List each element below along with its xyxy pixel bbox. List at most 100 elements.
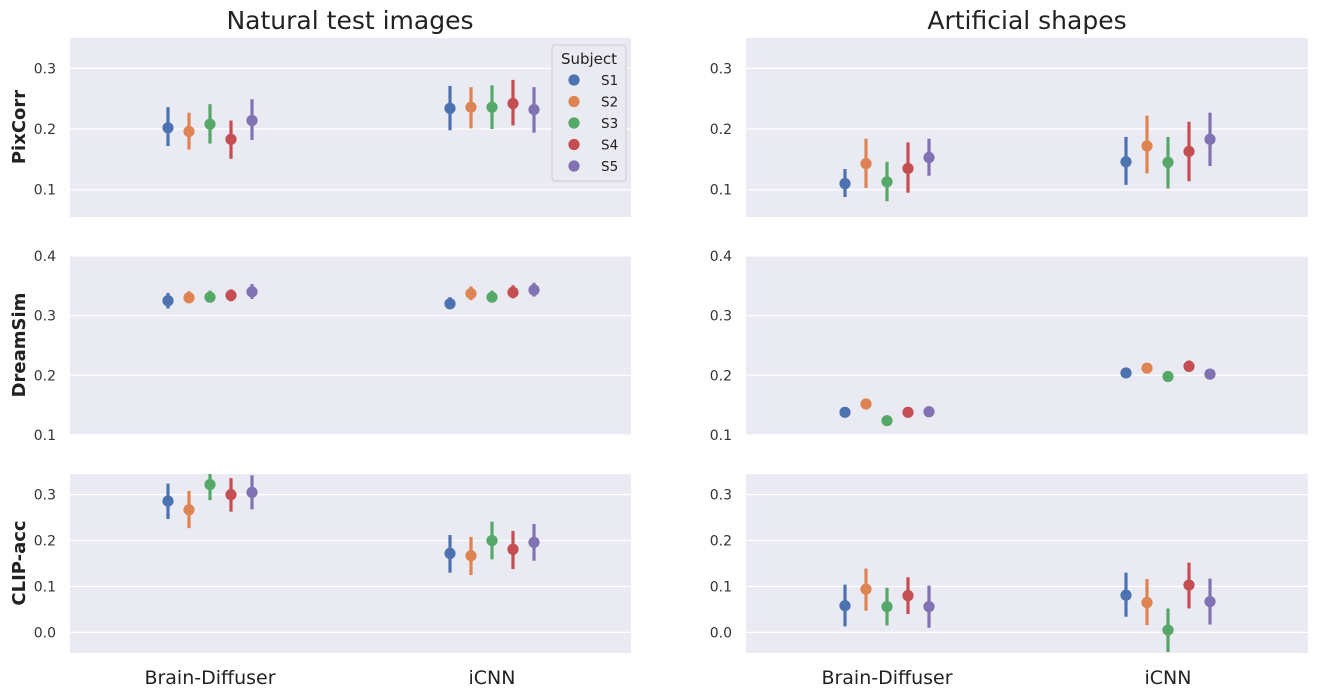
panel-r2-c2-point-S2-0: [860, 398, 872, 410]
panel-r3-c1-background: [70, 474, 631, 653]
panel-r3-c2-point-S2-0: [860, 583, 872, 595]
legend-marker-S2: [568, 95, 580, 108]
x-category-label-right-brain-diffuser: Brain-Diffuser: [821, 667, 952, 689]
legend-marker-S4: [568, 138, 580, 151]
panel-r2-c1-point-S1-0: [162, 295, 174, 307]
panel-r1-c2-point-S4-0: [902, 162, 914, 175]
panel-r1-c1-point-S5-1: [528, 104, 540, 116]
panel-r1-c2-y-tick-label-1: 0.2: [710, 122, 732, 138]
panel-r3-c1-point-S1-1: [444, 547, 456, 560]
panel-r1-c2-marks: [839, 112, 1216, 202]
panel-r2-c1-point-S5-1: [528, 284, 540, 296]
panel-r3-c2-marks: [839, 562, 1216, 653]
panel-r1-c2-y-tick-label-0: 0.1: [710, 183, 732, 199]
panel-r1-c1-point-S4-0: [225, 133, 237, 145]
panel-r3-c1-y-tick-label-2: 0.2: [34, 534, 56, 550]
panel-r3-c2-point-S2-1: [1141, 596, 1153, 609]
panel-r2-c2-y-tick-label-0: 0.1: [710, 428, 732, 444]
panel-r2-c2-point-S3-1: [1162, 370, 1174, 383]
panel-r2-c1-y-tick-label-3: 0.4: [34, 249, 56, 265]
panel-r2-c1-point-S3-1: [486, 291, 498, 303]
panel-r3-c1-y-tick-label-0: 0.0: [34, 625, 56, 641]
row-label-dreamsim: DreamSim: [9, 293, 30, 398]
panel-r3-c2-point-S1-0: [839, 600, 851, 612]
panel-r3-c2-point-S1-1: [1120, 589, 1132, 601]
panel-r1-c2-point-S4-1: [1183, 145, 1195, 158]
panel-r3-c1-y-tick-label-3: 0.3: [34, 488, 56, 504]
panel-r1-c2-point-S3-0: [881, 176, 893, 188]
panel-r2-c2: 0.1 0.2 0.3 0.4: [710, 249, 1308, 444]
panel-r1-c2-point-S3-1: [1162, 156, 1174, 168]
x-category-label-left-brain-diffuser: Brain-Diffuser: [144, 667, 275, 689]
panel-r1-c1-y-tick-label-0: 0.1: [34, 183, 56, 199]
panel-r2-c2-background: [746, 256, 1308, 435]
panel-r3-c2-point-S4-0: [902, 590, 914, 602]
panel-r2-c2-marks: [839, 360, 1216, 427]
panel-r3-c1-y-tick-label-1: 0.1: [34, 579, 56, 595]
panel-r3-c1: 0.0 0.1 0.2 0.3: [34, 474, 631, 653]
legend-title: Subject: [561, 50, 617, 68]
panel-r3-c1-point-S5-0: [246, 486, 258, 498]
x-category-label-left-icnn: iCNN: [469, 667, 516, 689]
panel-r2-c1-point-S3-0: [204, 291, 216, 303]
panel-r3-c2: 0.0 0.1 0.2 0.3: [710, 474, 1308, 653]
column-title-natural: Natural test images: [226, 6, 473, 35]
panel-r2-c2-point-S2-1: [1141, 362, 1153, 374]
column-title-artificial: Artificial shapes: [927, 6, 1126, 35]
panel-r1-c2-point-S2-0: [860, 158, 872, 170]
panel-r2-c2-point-S5-0: [923, 406, 935, 418]
legend: Subject S1 S2 S3 S4 S5: [551, 44, 627, 182]
panel-r2-c1-point-S2-1: [465, 287, 477, 300]
panel-r3-c1-point-S1-0: [162, 495, 174, 507]
legend-marker-S1: [568, 74, 580, 86]
panel-r1-c1-point-S1-0: [162, 122, 174, 134]
panel-r2-c1-background: [70, 256, 631, 435]
panel-r3-c2-point-S5-1: [1204, 595, 1216, 608]
row-label-pixcorr: PixCorr: [9, 90, 30, 164]
panel-r3-c2-point-S5-0: [923, 601, 935, 613]
panel-r1-c1-point-S2-1: [465, 101, 477, 113]
panel-r3-c2-background: [746, 474, 1308, 653]
panel-r3-c1-point-S2-0: [183, 504, 195, 516]
panel-r2-c2-y-tick-label-3: 0.4: [710, 249, 732, 265]
panel-r2-c1-point-S4-1: [507, 286, 519, 298]
panel-r3-c1-point-S3-0: [204, 478, 216, 491]
panel-r3-c2-y-tick-label-2: 0.2: [710, 534, 732, 550]
panels: 0.10.20.30.10.20.30.10.20.30.40.10.20.30…: [34, 38, 1308, 653]
panel-r2-c1-point-S4-0: [225, 289, 237, 301]
panel-r1-c1-y-tick-label-2: 0.3: [34, 61, 56, 77]
panel-r2-c1-y-tick-label-2: 0.3: [34, 309, 56, 325]
x-category-label-right-icnn: iCNN: [1145, 667, 1192, 689]
panel-r1-c2-point-S1-0: [839, 178, 851, 190]
legend-label-S5: S5: [601, 159, 618, 175]
legend-label-S1: S1: [601, 73, 618, 89]
panel-r2-c2-y-tick-label-2: 0.3: [710, 309, 732, 325]
legend-label-S3: S3: [601, 116, 618, 132]
panel-r1-c2-point-S5-0: [923, 151, 935, 164]
panel-r3-c2-point-S3-1: [1162, 624, 1174, 636]
panel-r2-c1-y-tick-label-0: 0.1: [34, 428, 56, 444]
panel-r3-c1-point-S3-1: [486, 534, 498, 547]
panel-r2-c2-point-S1-1: [1120, 367, 1132, 379]
panel-r1-c1-point-S3-0: [204, 118, 216, 130]
legend-label-S2: S2: [601, 95, 618, 111]
panel-r3-c1-point-S5-1: [528, 536, 540, 548]
panel-r2-c2-point-S3-0: [881, 415, 893, 427]
panel-r1-c1-point-S5-0: [246, 114, 258, 127]
panel-r1-c1-marks: [162, 79, 540, 159]
panel-r3-c2-y-tick-label-3: 0.3: [710, 488, 732, 504]
panel-r3-c2-y-tick-label-1: 0.1: [710, 579, 732, 595]
panel-r2-c2-y-tick-label-1: 0.2: [710, 368, 732, 384]
panel-r3-c1-point-S2-1: [465, 550, 477, 562]
panel-r2-c2-point-S4-1: [1183, 360, 1195, 372]
panel-r1-c2: 0.1 0.2 0.3: [710, 38, 1308, 217]
panel-r3-c1-marks: [162, 474, 540, 575]
panel-r1-c2-point-S5-1: [1204, 133, 1216, 145]
panel-r1-c1-point-S2-0: [183, 125, 195, 138]
panel-r1-c1-point-S1-1: [444, 102, 456, 114]
panel-r2-c1-point-S1-1: [444, 298, 456, 310]
legend-marker-S5: [568, 160, 580, 172]
legend-label-S4: S4: [601, 138, 618, 154]
panel-r2-c1-y-tick-label-1: 0.2: [34, 368, 56, 384]
